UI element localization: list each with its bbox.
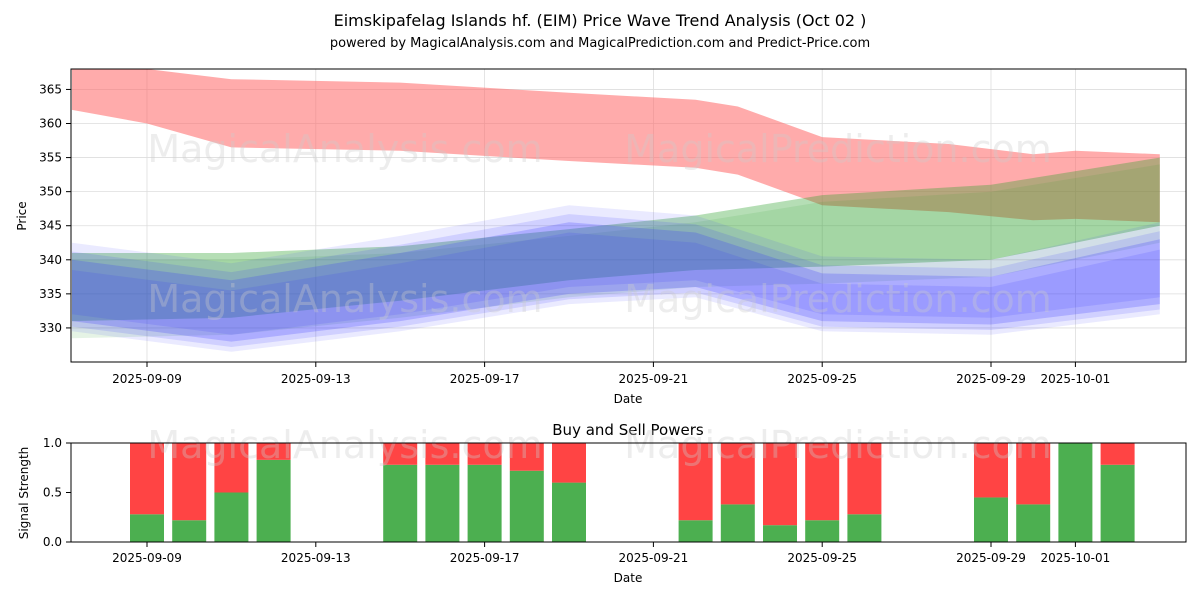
- signal-axis-ticks: 0.0 0.5 1.0 2025-09-09 2025-09-13 2025-09-17 2…: [43, 436, 1110, 565]
- sell-bar-2025-09-26: [847, 443, 882, 515]
- buy-sell-title: Buy and Sell Powers: [552, 421, 704, 439]
- price-y-tick-label: 365: [39, 82, 62, 96]
- price-y-axis-label: Price: [15, 201, 29, 230]
- price-wave-chart: MagicalAnalysis.com MagicalPrediction.co…: [15, 68, 1187, 406]
- blue-wave-band-0: [72, 222, 1160, 342]
- sell-bar-2025-09-16: [425, 443, 460, 465]
- signal-x-tick-label: 2025-09-29: [956, 551, 1026, 565]
- sell-bar-2025-09-30: [1016, 443, 1051, 505]
- buy-bar-2025-09-17: [467, 464, 502, 542]
- sell-bar-2025-09-29: [974, 443, 1008, 498]
- buy-bar-2025-09-30: [1016, 504, 1051, 542]
- chart-title: Eimskipafelag Islands hf. (EIM) Price Wa…: [334, 11, 867, 30]
- buy-bar-2025-09-12: [256, 459, 291, 542]
- buy-bar-2025-09-26: [847, 514, 882, 542]
- buy-bar-2025-09-24: [763, 525, 797, 542]
- buy-bar-2025-10-01: [1058, 443, 1093, 542]
- price-y-tick-label: 335: [39, 287, 62, 301]
- buy-bar-2025-09-22: [678, 520, 713, 542]
- price-plot-frame: [70, 68, 1187, 363]
- price-y-tick-label: 330: [39, 321, 62, 335]
- price-bands: [72, 69, 1160, 352]
- chart-subtitle: powered by MagicalAnalysis.com and Magic…: [330, 36, 870, 51]
- price-axis-ticks: 330 335 340 345 350 355 360 365 2025-09-09 2025-0…: [39, 82, 1110, 386]
- green-wave-band-1: [72, 164, 1160, 339]
- sell-bar-2025-09-11: [214, 443, 249, 493]
- buy-bar-2025-09-16: [425, 464, 460, 542]
- blue-wave-band-1: [72, 214, 1160, 347]
- price-x-tick-label: 2025-10-01: [1041, 372, 1111, 386]
- price-y-tick-label: 340: [39, 253, 62, 267]
- signal-y-axis-label: Signal Strength: [17, 447, 31, 540]
- red-wave-band-0: [72, 69, 1160, 223]
- sell-bar-2025-09-12: [256, 443, 291, 460]
- price-y-tick-label: 360: [39, 117, 62, 131]
- price-x-tick-label: 2025-09-09: [112, 372, 182, 386]
- price-y-tick-label: 345: [39, 219, 62, 233]
- watermark-top-left: MagicalAnalysis.com: [147, 127, 542, 171]
- price-y-tick-label: 355: [39, 151, 62, 165]
- buy-bar-2025-09-15: [383, 464, 418, 542]
- signal-x-tick-label: 2025-10-01: [1041, 551, 1111, 565]
- buy-bar-2025-09-19: [552, 482, 586, 542]
- price-y-tick-label: 350: [39, 185, 62, 199]
- buy-sell-bars: [130, 443, 1135, 542]
- signal-y-tick-label: 1.0: [43, 436, 62, 450]
- buy-bar-2025-09-11: [214, 492, 249, 542]
- watermark-top-right: MagicalPrediction.com: [624, 127, 1052, 171]
- buy-bar-2025-09-23: [720, 504, 755, 542]
- sell-bar-2025-09-23: [720, 443, 755, 505]
- buy-bar-2025-09-25: [805, 520, 840, 542]
- sell-bar-2025-09-10: [172, 443, 207, 521]
- sell-bar-2025-09-22: [678, 443, 713, 521]
- price-x-tick-label: 2025-09-29: [956, 372, 1026, 386]
- watermark-bottom-left: MagicalAnalysis.com: [147, 423, 542, 467]
- buy-bar-2025-10-02: [1100, 464, 1135, 542]
- sell-bar-2025-09-24: [763, 443, 797, 526]
- signal-x-tick-label: 2025-09-21: [619, 551, 689, 565]
- buy-sell-power-chart: Buy and Sell Powers MagicalAnalysis.com …: [17, 421, 1187, 585]
- sell-bar-2025-10-02: [1100, 443, 1135, 465]
- buy-bar-2025-09-18: [509, 470, 544, 542]
- signal-x-tick-label: 2025-09-17: [450, 551, 520, 565]
- buy-bar-2025-09-10: [172, 520, 207, 542]
- price-x-axis-label: Date: [614, 392, 643, 406]
- sell-bar-2025-09-09: [130, 443, 164, 515]
- sell-bar-2025-09-15: [383, 443, 418, 465]
- green-wave-band-0: [72, 157, 1160, 322]
- buy-bar-2025-09-29: [974, 497, 1008, 542]
- signal-x-tick-label: 2025-09-13: [281, 551, 351, 565]
- signal-x-tick-label: 2025-09-09: [112, 551, 182, 565]
- signal-y-tick-label: 0.5: [43, 486, 62, 500]
- price-x-tick-label: 2025-09-25: [787, 372, 857, 386]
- watermark-mid-right: MagicalPrediction.com: [624, 277, 1052, 321]
- blue-wave-band-3: [72, 205, 1160, 352]
- watermark-mid-left: MagicalAnalysis.com: [147, 277, 542, 321]
- signal-y-tick-label: 0.0: [43, 535, 62, 549]
- sell-bar-2025-09-19: [552, 443, 586, 483]
- watermark-bottom-right: MagicalPrediction.com: [624, 423, 1052, 467]
- signal-x-axis-label: Date: [614, 571, 643, 585]
- price-x-tick-label: 2025-09-21: [619, 372, 689, 386]
- sell-bar-2025-09-18: [509, 443, 544, 471]
- buy-bar-2025-09-09: [130, 514, 164, 542]
- blue-wave-band-2: [72, 232, 1160, 335]
- signal-x-tick-label: 2025-09-25: [787, 551, 857, 565]
- sell-bar-2025-09-25: [805, 443, 840, 521]
- sell-bar-2025-09-17: [467, 443, 502, 465]
- price-x-tick-label: 2025-09-13: [281, 372, 351, 386]
- price-x-tick-label: 2025-09-17: [450, 372, 520, 386]
